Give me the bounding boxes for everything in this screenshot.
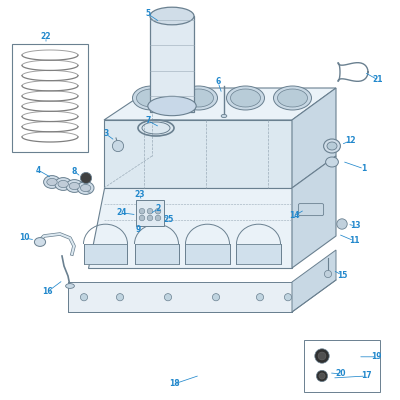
Circle shape [116, 294, 124, 301]
Circle shape [212, 294, 220, 301]
Ellipse shape [77, 182, 94, 194]
Ellipse shape [230, 89, 260, 107]
Circle shape [80, 172, 92, 184]
Ellipse shape [226, 86, 264, 110]
Ellipse shape [150, 7, 194, 25]
Ellipse shape [136, 89, 166, 107]
Ellipse shape [132, 86, 170, 110]
Ellipse shape [278, 89, 308, 107]
Circle shape [139, 215, 145, 221]
Text: 15: 15 [337, 271, 347, 280]
Text: 10: 10 [20, 234, 30, 242]
Circle shape [147, 215, 153, 221]
Polygon shape [292, 156, 336, 268]
Circle shape [112, 140, 124, 152]
Ellipse shape [66, 180, 83, 192]
Ellipse shape [326, 157, 338, 167]
Bar [12, 44, 88, 152]
Polygon shape [150, 16, 194, 112]
Circle shape [318, 352, 326, 360]
Text: 2: 2 [155, 204, 161, 213]
Text: 13: 13 [350, 222, 360, 230]
Polygon shape [84, 244, 128, 264]
Circle shape [315, 349, 329, 363]
Polygon shape [236, 244, 280, 264]
Text: 19: 19 [372, 352, 382, 361]
Circle shape [139, 208, 145, 214]
Polygon shape [88, 188, 292, 268]
Polygon shape [292, 250, 336, 312]
Circle shape [256, 294, 264, 301]
Circle shape [155, 215, 161, 221]
Ellipse shape [55, 178, 72, 190]
Circle shape [337, 219, 347, 229]
Ellipse shape [221, 114, 227, 118]
Circle shape [80, 294, 88, 301]
Text: 12: 12 [345, 136, 355, 145]
Text: 23: 23 [134, 190, 144, 199]
Ellipse shape [34, 238, 46, 246]
Circle shape [155, 208, 161, 214]
Ellipse shape [69, 182, 80, 190]
Ellipse shape [327, 142, 337, 150]
Circle shape [319, 373, 325, 379]
Text: 9: 9 [135, 225, 141, 234]
Polygon shape [134, 244, 178, 264]
Polygon shape [68, 282, 292, 312]
Text: 20: 20 [336, 370, 346, 378]
Circle shape [164, 294, 172, 301]
Polygon shape [104, 120, 292, 188]
Text: 16: 16 [42, 288, 52, 296]
Polygon shape [292, 88, 336, 188]
Text: 5: 5 [146, 10, 150, 18]
Text: 6: 6 [215, 78, 221, 86]
Circle shape [324, 270, 332, 278]
Text: 21: 21 [373, 76, 383, 84]
Text: 11: 11 [349, 236, 359, 245]
Ellipse shape [58, 180, 68, 188]
Circle shape [316, 370, 328, 382]
Text: 1: 1 [361, 164, 367, 173]
Circle shape [284, 294, 292, 301]
Text: 22: 22 [41, 32, 51, 41]
Ellipse shape [80, 184, 91, 192]
Ellipse shape [148, 96, 196, 116]
Ellipse shape [180, 86, 218, 110]
Bar [136, 200, 164, 226]
Text: 8: 8 [71, 167, 77, 176]
Ellipse shape [66, 284, 74, 288]
Circle shape [147, 208, 153, 214]
Text: 17: 17 [361, 372, 371, 380]
Text: 7: 7 [145, 116, 151, 125]
Text: 18: 18 [169, 380, 179, 388]
Text: 4: 4 [35, 166, 41, 174]
Ellipse shape [324, 139, 340, 153]
Polygon shape [186, 244, 230, 264]
Text: 3: 3 [103, 130, 109, 138]
FancyBboxPatch shape [298, 204, 324, 216]
Ellipse shape [274, 86, 312, 110]
Ellipse shape [184, 89, 214, 107]
Ellipse shape [44, 176, 60, 188]
Ellipse shape [47, 178, 57, 186]
Text: 24: 24 [117, 208, 127, 217]
Text: 14: 14 [289, 212, 299, 220]
Bar [304, 340, 380, 392]
Polygon shape [104, 88, 336, 120]
Text: 25: 25 [164, 216, 174, 224]
